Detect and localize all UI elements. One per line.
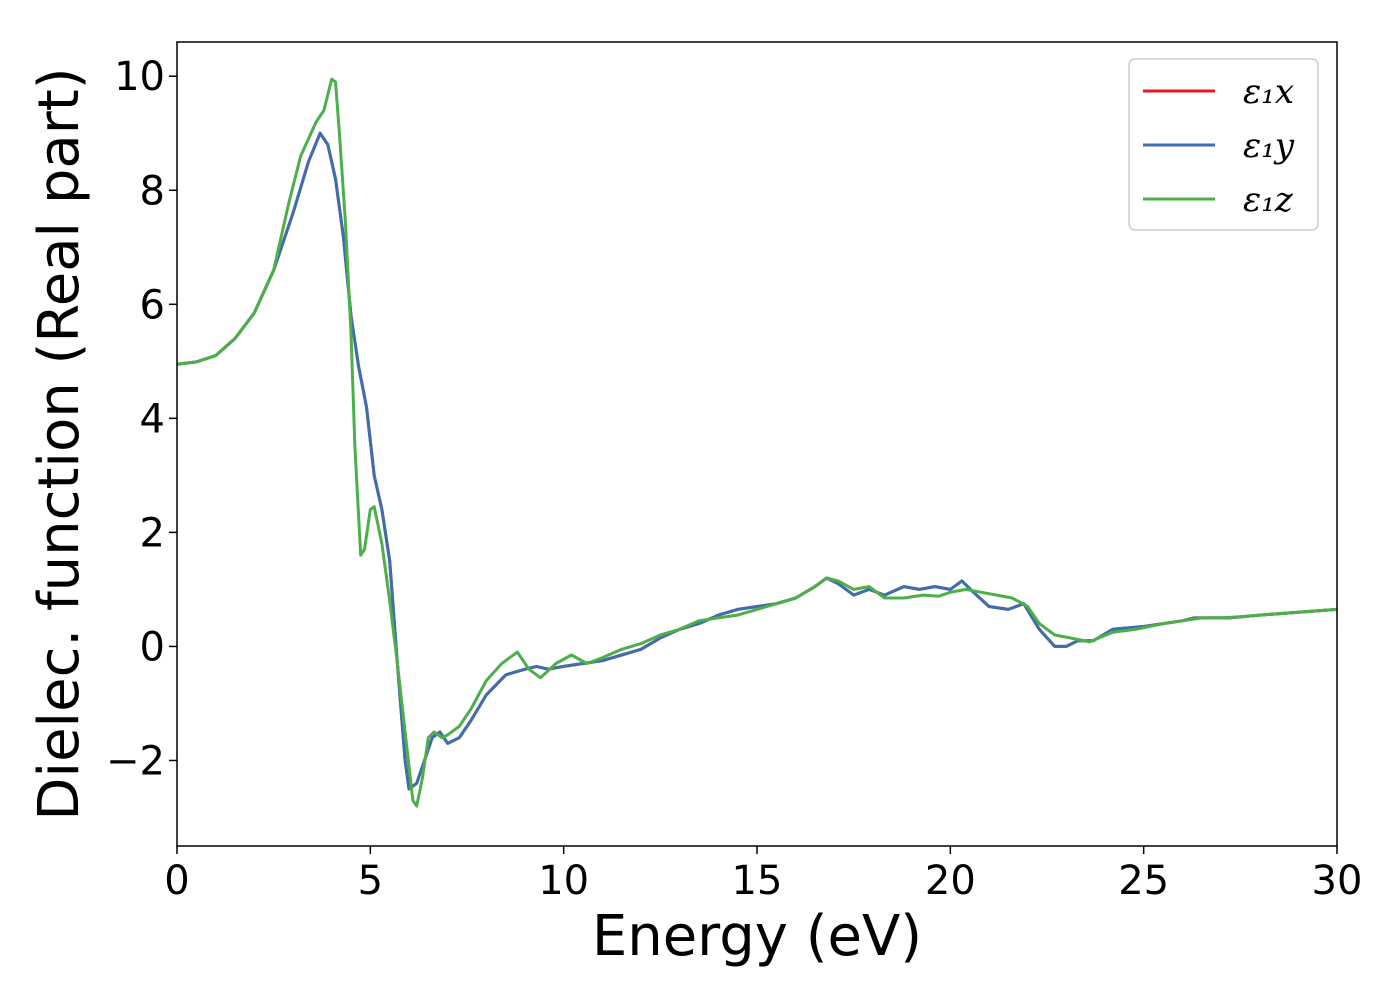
y-tick-label: 4 [140, 396, 165, 442]
x-tick-label: 5 [358, 858, 383, 904]
series-line-1 [176, 131, 1338, 791]
y-tick-label: 2 [140, 510, 165, 556]
x-tick-label: 30 [1312, 858, 1363, 904]
y-tick-label: −2 [106, 738, 165, 784]
y-axis-ticks: −2 0 2 4 6 8 10 [106, 54, 177, 784]
y-axis-label: Dielec. function (Real part) [27, 67, 92, 820]
series-lines [176, 77, 1338, 808]
legend-box [1128, 58, 1319, 231]
x-tick-label: 0 [164, 858, 189, 904]
y-tick-label: 8 [140, 168, 165, 214]
x-axis-ticks: 0 5 10 15 20 25 30 [164, 846, 1362, 904]
series-line-3 [176, 77, 1338, 808]
legend-label-2: ε₁y [1243, 126, 1295, 166]
legend-label-3: ε₁z [1243, 180, 1294, 220]
x-axis-label: Energy (eV) [592, 904, 922, 969]
series-line-2 [176, 131, 1338, 791]
legend-label-1: ε₁x [1243, 72, 1294, 112]
x-tick-label: 20 [925, 858, 976, 904]
x-tick-label: 15 [732, 858, 783, 904]
x-tick-label: 25 [1118, 858, 1169, 904]
legend: ε₁x ε₁y ε₁z [1128, 58, 1319, 231]
y-tick-label: 6 [140, 282, 165, 328]
x-tick-label: 10 [538, 858, 589, 904]
y-tick-label: 10 [114, 54, 165, 100]
y-tick-label: 0 [140, 624, 165, 670]
